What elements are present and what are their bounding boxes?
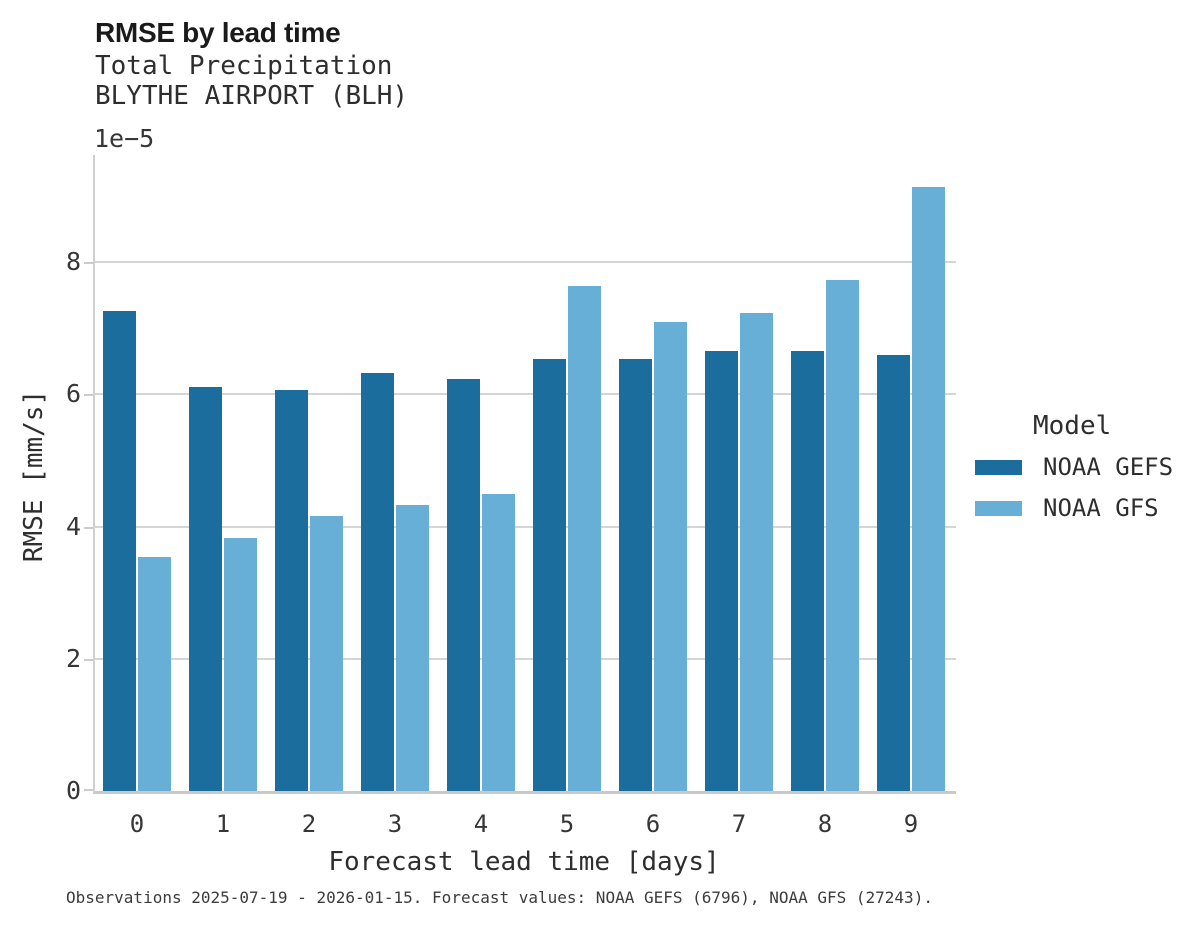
gridline-y2 [95, 657, 956, 660]
y-tick-label-4: 4 [65, 511, 81, 541]
bar-noaa-gfs-day0 [138, 557, 171, 791]
bar-noaa-gefs-day5 [533, 359, 566, 791]
x-tick-label-0: 0 [129, 810, 145, 838]
x-tick-label-4: 4 [473, 810, 489, 838]
bar-noaa-gefs-day7 [705, 350, 738, 791]
plot-area: 0 2 4 6 8 0 1 2 3 4 5 6 7 8 9 [66, 155, 956, 838]
bar-noaa-gefs-day9 [877, 355, 910, 791]
y-tick-mark-8 [84, 262, 93, 265]
legend-label-gefs: NOAA GEFS [1043, 453, 1174, 481]
gridline-y4 [95, 525, 956, 528]
bar-noaa-gfs-day2 [310, 516, 343, 791]
x-tick-label-2: 2 [301, 810, 317, 838]
legend-entry-gfs: NOAA GFS [975, 494, 1190, 522]
bar-noaa-gefs-day1 [189, 387, 222, 791]
legend-swatch-gfs-icon [975, 500, 1022, 516]
chart-subtitle-variable: Total Precipitation [95, 51, 393, 81]
legend-label-gfs: NOAA GFS [1043, 494, 1159, 522]
legend-swatch-gefs-icon [975, 459, 1022, 475]
x-axis-title: Forecast lead time [days] [328, 847, 720, 877]
y-tick-label-6: 6 [65, 379, 81, 409]
footer-caption: Observations 2025-07-19 - 2026-01-15. Fo… [66, 888, 933, 907]
y-tick-label-0: 0 [65, 776, 81, 805]
bar-noaa-gefs-day8 [791, 351, 824, 791]
x-tick-label-6: 6 [645, 810, 661, 838]
x-tick-label-8: 8 [817, 810, 833, 838]
y-tick-mark-2 [84, 658, 93, 661]
bar-noaa-gfs-day6 [654, 321, 687, 791]
bar-noaa-gfs-day1 [224, 537, 257, 791]
y-axis-offset-label: 1e−5 [94, 124, 155, 153]
y-tick-label-8: 8 [65, 247, 81, 277]
bar-noaa-gfs-day8 [826, 280, 859, 791]
bar-noaa-gfs-day7 [740, 313, 773, 791]
bar-noaa-gefs-day3 [361, 372, 394, 791]
y-tick-mark-6 [84, 394, 93, 397]
chart-title: RMSE by lead time [95, 17, 341, 48]
y-tick-mark-0 [84, 789, 93, 791]
chart-subtitle-station: BLYTHE AIRPORT (BLH) [95, 81, 409, 111]
bar-noaa-gfs-day5 [568, 285, 601, 791]
bar-noaa-gfs-day3 [396, 505, 429, 791]
x-tick-label-3: 3 [387, 810, 403, 838]
x-tick-label-1: 1 [215, 810, 231, 838]
bar-noaa-gefs-day0 [103, 311, 136, 791]
gridline-y6 [95, 393, 956, 396]
bar-noaa-gefs-day4 [447, 379, 480, 791]
bar-noaa-gefs-day6 [619, 358, 652, 791]
x-tick-label-7: 7 [731, 810, 747, 838]
legend-title: Model [1033, 411, 1112, 441]
bar-noaa-gfs-day4 [482, 494, 515, 791]
bar-noaa-gfs-day9 [912, 187, 945, 791]
legend: Model NOAA GEFS NOAA GFS [975, 412, 1190, 522]
y-tick-label-2: 2 [65, 643, 81, 673]
bar-noaa-gefs-day2 [275, 389, 308, 791]
gridline-y8 [95, 261, 956, 264]
y-tick-mark-4 [84, 526, 93, 529]
legend-entry-gefs: NOAA GEFS [975, 453, 1190, 481]
x-tick-label-9: 9 [903, 810, 919, 838]
x-tick-label-5: 5 [559, 810, 575, 838]
